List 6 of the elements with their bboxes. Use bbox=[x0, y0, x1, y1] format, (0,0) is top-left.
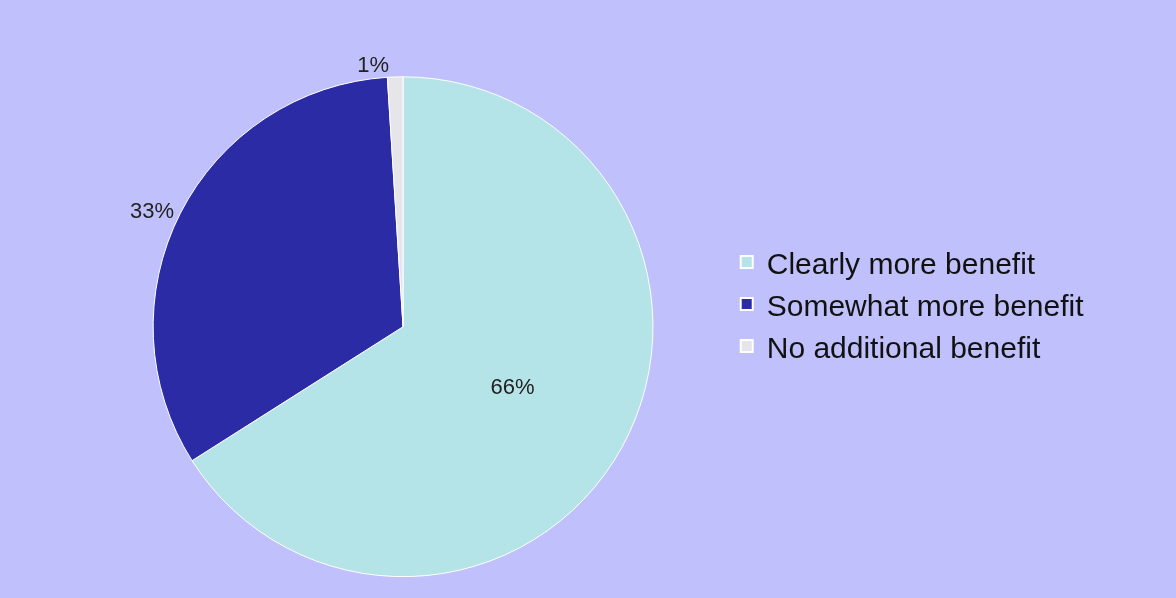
legend-label: Somewhat more benefit bbox=[766, 288, 1085, 322]
data-label: 1% bbox=[357, 51, 389, 77]
data-label: 33% bbox=[130, 198, 175, 224]
data-label: 66% bbox=[490, 374, 535, 400]
legend-label: Clearly more benefit bbox=[766, 246, 1036, 280]
legend-label: No additional benefit bbox=[766, 330, 1041, 364]
